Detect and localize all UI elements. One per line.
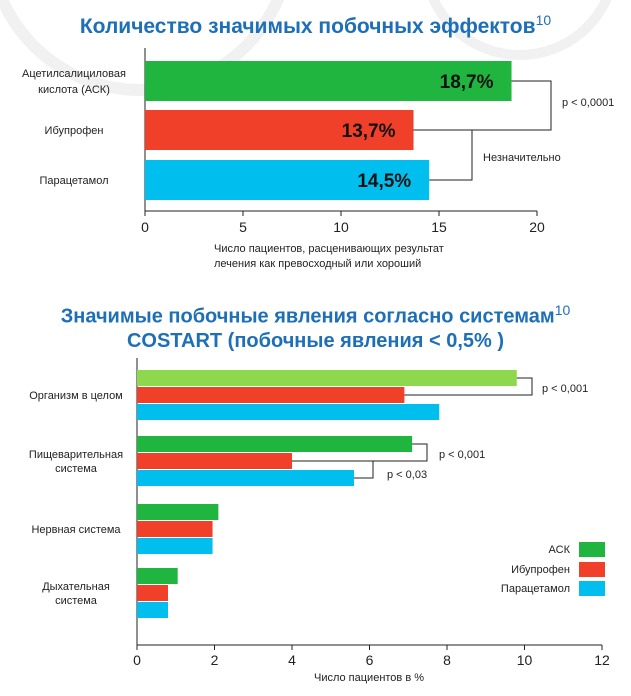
category-label: Организм в целом xyxy=(29,390,123,402)
x-tick-label: 2 xyxy=(211,652,219,668)
significance-label: p < 0,001 xyxy=(439,449,485,461)
category-label: Ацетилсалициловая xyxy=(22,68,126,80)
legend-swatch xyxy=(579,542,605,557)
bar xyxy=(137,436,413,452)
x-tick-label: 15 xyxy=(431,219,447,235)
bar xyxy=(145,61,512,101)
significance-bracket xyxy=(292,460,374,479)
title-reference: 10 xyxy=(554,302,571,318)
bar xyxy=(137,370,517,386)
bar xyxy=(145,110,414,150)
bar-value-label: 13,7% xyxy=(342,121,396,142)
x-tick-label: 8 xyxy=(443,652,451,668)
bar xyxy=(137,453,292,469)
legend-label: АСК xyxy=(549,544,571,556)
significance-label: p < 0,001 xyxy=(542,383,588,395)
bar xyxy=(137,521,213,537)
significance-label: Незначительно xyxy=(483,152,561,164)
x-tick-label: 20 xyxy=(529,219,545,235)
bar xyxy=(137,504,219,520)
category-label: Ибупрофен xyxy=(45,125,104,137)
legend-label: Парацетамол xyxy=(501,583,570,595)
x-tick-label: 5 xyxy=(239,219,247,235)
category-label: Пищеварительная xyxy=(29,449,123,461)
significance-bracket xyxy=(413,129,473,181)
x-tick-label: 12 xyxy=(594,652,610,668)
x-tick-label: 10 xyxy=(333,219,349,235)
x-tick-label: 4 xyxy=(288,652,296,668)
title-reference: 10 xyxy=(535,12,552,28)
x-axis-label: Число пациентов, расценивающих результат xyxy=(214,243,444,255)
x-axis-label: лечения как превосходный или хороший xyxy=(214,258,421,270)
significance-label: p < 0,0001 xyxy=(562,97,614,109)
category-label: Нервная система xyxy=(31,524,121,536)
bar xyxy=(137,387,405,403)
category-label: система xyxy=(55,463,98,475)
x-tick-label: 0 xyxy=(141,219,149,235)
category-label: Парацетамол xyxy=(39,175,108,187)
legend-swatch xyxy=(579,581,605,596)
chart-title: Количество значимых побочных эффектов10 xyxy=(79,12,552,38)
bar xyxy=(137,538,213,554)
category-label: система xyxy=(55,595,98,607)
category-label: Дыхательная xyxy=(42,581,110,593)
chart-2: 0 2 4 6 8 10 12 Организм в целом Пищеварительная… xyxy=(29,358,610,684)
chart-title-line-2: COSTART (побочные явления < 0,5% ) xyxy=(126,330,505,352)
x-tick-label: 10 xyxy=(517,652,533,668)
bar xyxy=(137,602,168,618)
chart-title-line-1: Значимые побочные явления согласно систе… xyxy=(60,302,571,328)
bar xyxy=(137,585,168,601)
category-label: кислота (АСК) xyxy=(38,84,110,96)
x-tick-label: 0 xyxy=(133,652,141,668)
bar xyxy=(137,568,178,584)
significance-label: p < 0,03 xyxy=(387,469,427,481)
legend-label: Ибупрофен xyxy=(511,564,570,576)
x-tick-label: 6 xyxy=(366,652,374,668)
significance-bracket xyxy=(413,80,552,131)
bar-value-label: 18,7% xyxy=(440,72,494,93)
bar xyxy=(145,160,430,200)
chart-1: 0 5 10 15 20 18,7% Ацетилсалициловая кислота (А… xyxy=(22,48,614,270)
legend-swatch xyxy=(579,562,605,577)
bar-value-label: 14,5% xyxy=(357,171,411,192)
significance-bracket xyxy=(404,377,533,396)
bar xyxy=(137,470,354,486)
bar xyxy=(137,404,440,420)
x-axis-label: Число пациентов в % xyxy=(314,672,424,684)
